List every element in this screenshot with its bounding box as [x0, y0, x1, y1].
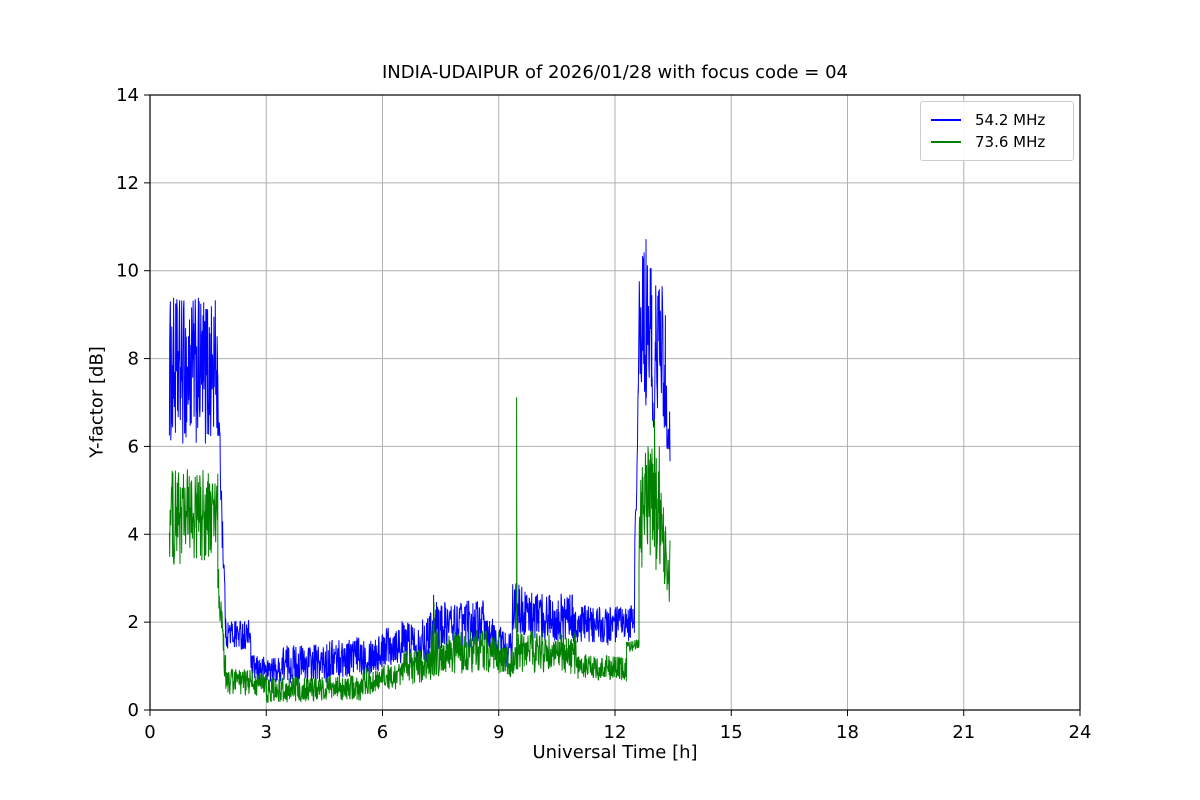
chart-title: INDIA-UDAIPUR of 2026/01/28 with focus c… — [382, 62, 848, 83]
y-tick-label: 12 — [116, 173, 139, 194]
series-line-73-6-mhz — [168, 397, 671, 704]
x-tick-label: 6 — [377, 722, 388, 743]
legend: 54.2 MHz 73.6 MHz — [920, 101, 1074, 161]
y-tick-label: 4 — [128, 524, 139, 545]
y-axis-label: Y-factor [dB] — [86, 346, 108, 458]
x-tick-label: 0 — [144, 722, 155, 743]
x-tick-label: 18 — [836, 722, 859, 743]
legend-item: 54.2 MHz — [931, 109, 1063, 131]
legend-label: 73.6 MHz — [975, 133, 1046, 151]
y-tick-label: 8 — [128, 349, 139, 370]
x-tick-label: 12 — [604, 722, 627, 743]
x-tick-label: 15 — [720, 722, 743, 743]
y-tick-label: 14 — [116, 85, 139, 106]
legend-label: 54.2 MHz — [975, 111, 1046, 129]
x-axis-label: Universal Time [h] — [532, 742, 698, 763]
x-tick-label: 24 — [1069, 722, 1092, 743]
x-tick-label: 3 — [261, 722, 272, 743]
legend-line-swatch-blue — [931, 119, 961, 121]
y-tick-label: 0 — [128, 700, 139, 721]
x-tick-label: 9 — [493, 722, 504, 743]
x-tick-label: 21 — [952, 722, 975, 743]
y-tick-label: 10 — [116, 261, 139, 282]
y-tick-label: 6 — [128, 436, 139, 457]
legend-line-swatch-green — [931, 141, 961, 143]
series-line-54-2-mhz — [168, 239, 671, 684]
legend-item: 73.6 MHz — [931, 131, 1063, 153]
y-tick-label: 2 — [128, 612, 139, 633]
